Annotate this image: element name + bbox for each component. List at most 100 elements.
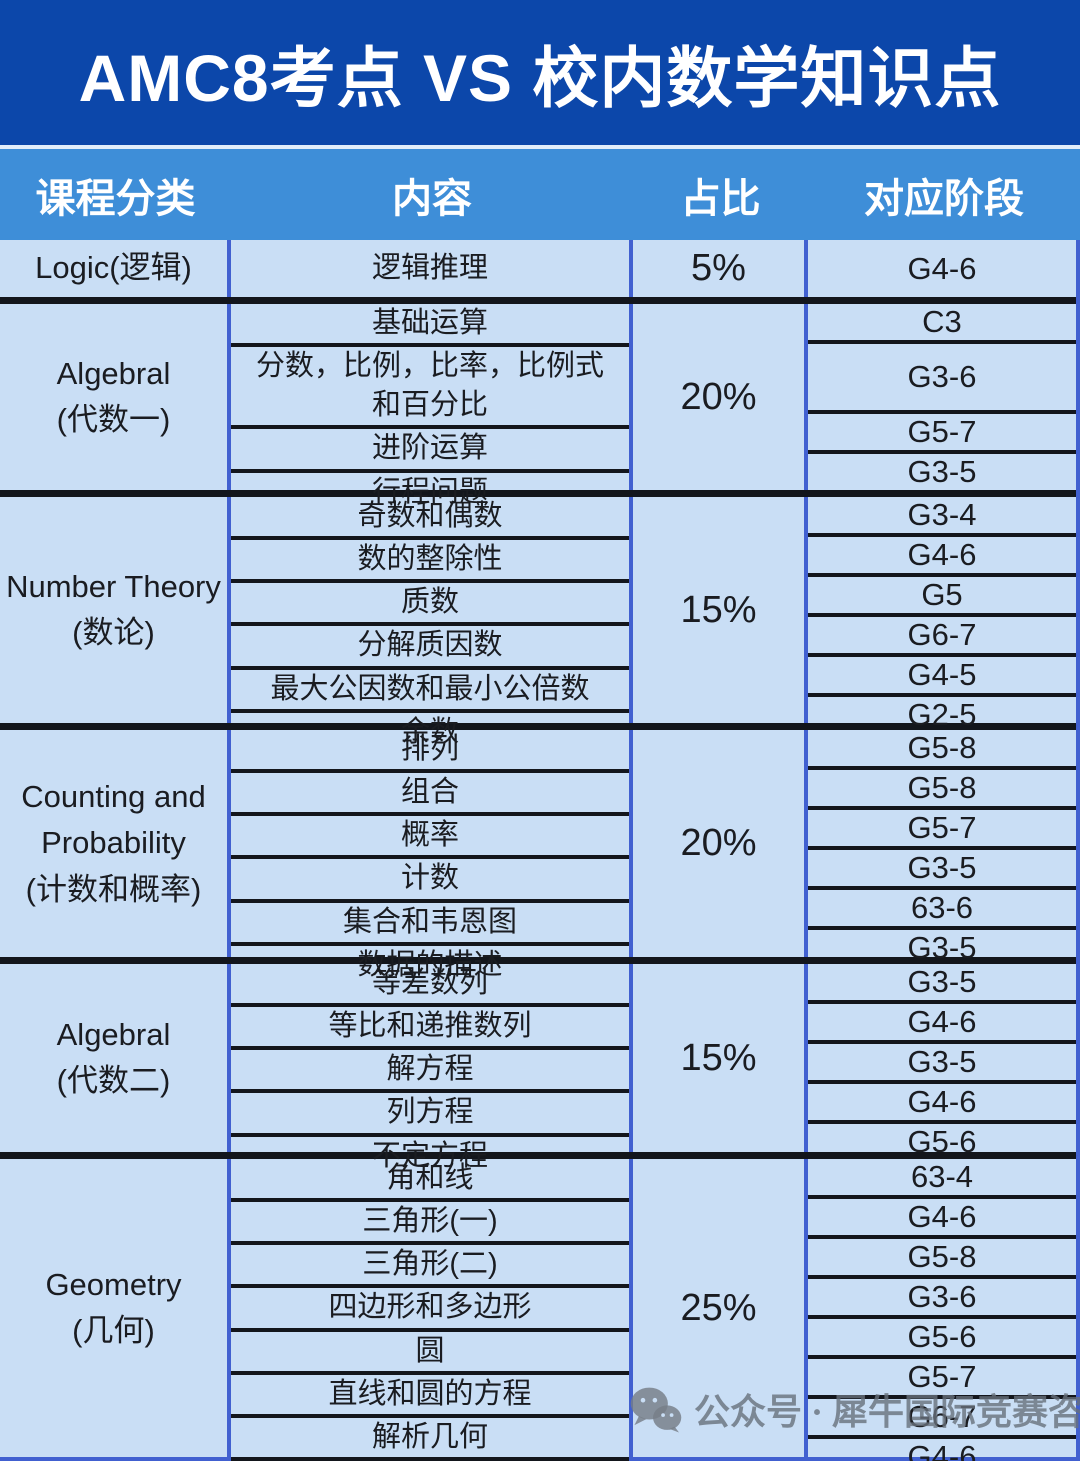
grade-cell: G5 [808,573,1076,613]
grade-cell: G2-5 [808,693,1076,733]
topic-cell: 等比和递推数列 [231,1003,629,1046]
grades-column: 63-4 G4-6 G5-8 G3-6 G5-6 G5-7 G6-7 G4-6 [808,1159,1076,1461]
grade-cell: G6-7 [808,1395,1076,1435]
grades-column: G3-5 G4-6 G3-5 G4-6 G5-6 [808,964,1076,1159]
category-cell: Geometry (几何) [0,1159,231,1457]
topic-cell: 列方程 [231,1089,629,1132]
topic-cell: 不定方程 [231,1132,629,1176]
topic-cell: 圆 [231,1327,629,1371]
section-geometry: Geometry (几何) 角和线 三角形(一) 三角形(二) 四边形和多边形 … [0,1152,1076,1461]
topic-cell: 基础运算 [371,307,488,339]
grade-cell: G5-7 [808,806,1076,846]
grade-cell: G3-5 [808,846,1076,886]
grade-cell: G5-8 [907,730,977,765]
category-cell: Algebral (代数二) [0,964,231,1152]
page-title: AMC8考点 VS 校内数学知识点 [0,0,1080,145]
topic-cell: 计数 [231,855,629,898]
category-line: Counting and [21,778,206,814]
grade-cell: G5-7 [808,1355,1076,1395]
grade-cell: G3-5 [808,450,1076,490]
grade-cell: 63-6 [808,886,1076,926]
percent-cell: 20% [633,304,808,490]
grade-cell: G4-6 [808,1080,1076,1120]
category-cell: Algebral (代数一) [0,304,231,490]
grade-cell: G3-4 [907,497,977,532]
section-number-theory: Number Theory (数论) 奇数和偶数 数的整除性 质数 分解质因数 … [0,490,1076,748]
topic-cell: 组合 [231,769,629,812]
category-line: Geometry [45,1266,182,1302]
category-line: Algebral [56,355,171,391]
topics-column: 奇数和偶数 数的整除性 质数 分解质因数 最大公因数和最小公倍数 余数 [231,497,633,748]
percent-cell: 20% [633,730,808,957]
watermark: 公众号 · 犀牛国际竞赛咨询 [630,1383,1080,1435]
section-logic: Logic(逻辑) 逻辑推理 5% G4-6 [0,240,1076,297]
grade-cell: G4-6 [808,533,1076,573]
topic-cell: 排列 [400,733,459,765]
topic-cell: 四边形和多边形 [231,1284,629,1327]
header-content: 内容 [392,176,472,221]
grade-cell: G5-6 [808,1315,1076,1355]
topic-cell: 逻辑推理 [371,251,488,284]
grade-cell: C3 [922,304,962,339]
topic-cell: 解析几何 [231,1413,629,1457]
grade-cell: G5-8 [808,766,1076,806]
topic-cell: 解方程 [231,1046,629,1089]
topic-cell: 分解质因数 [231,622,629,665]
topic-cell: 立体几何 [231,1456,629,1461]
grade-cell: G3-6 [808,340,1076,410]
topics-column: 等差数列 等比和递推数列 解方程 列方程 不定方程 [231,964,633,1172]
percent-cell: 25% [633,1159,808,1457]
header-category: 课程分类 [35,176,196,221]
category-line: Probability [41,825,186,861]
topic-cell: 数的整除性 [231,536,629,579]
topic-cell: 角和线 [386,1162,474,1194]
topic-cell: 质数 [231,579,629,622]
grade-cell: G3-5 [808,1040,1076,1080]
percent-cell: 15% [633,497,808,723]
category-line: (几何) [72,1313,155,1348]
topic-cell: 余数 [231,708,629,752]
topics-column: 逻辑推理 [231,240,633,297]
topics-column: 排列 组合 概率 计数 集合和韦恩图 数据的描述 [231,730,633,981]
grade-cell: G4-6 [808,1000,1076,1040]
grade-cell: G4-6 [907,250,977,286]
percent-cell: 15% [633,964,808,1152]
title-separator [0,145,1080,149]
topics-column: 角和线 三角形(一) 三角形(二) 四边形和多边形 圆 直线和圆的方程 解析几何… [231,1159,633,1461]
topic-cell: 概率 [231,812,629,855]
topic-cell: 等差数列 [371,967,488,999]
category-cell: Logic(逻辑) [0,240,231,297]
topic-cell: 行程问题 [231,468,629,512]
section-algebra-1: Algebral (代数一) 基础运算 分数，比例，比率，比例式和百分比 进阶运… [0,297,1076,508]
topic-cell: 数据的描述 [231,941,629,985]
grade-cell: G5-7 [808,410,1076,450]
topic-cell: 分数，比例，比率，比例式和百分比 [231,343,629,425]
table-header-row: 课程分类 内容 占比 对应阶段 [0,149,1080,240]
topic-cell: 进阶运算 [231,425,629,468]
topics-column: 基础运算 分数，比例，比率，比例式和百分比 进阶运算 行程问题 [231,304,633,508]
grade-cell: G4-6 [808,1435,1076,1461]
table-body: Logic(逻辑) 逻辑推理 5% G4-6 Algebral (代数一) 基础… [0,240,1080,1461]
topic-cell: 奇数和偶数 [357,500,503,532]
grade-cell: G6-7 [808,613,1076,653]
header-stage: 对应阶段 [864,176,1024,221]
topic-cell: 三角形(一) [231,1198,629,1241]
category-line: (代数一) [56,402,171,437]
topic-cell: 三角形(二) [231,1241,629,1284]
grade-cell: G3-5 [907,964,977,999]
topic-cell: 最大公因数和最小公倍数 [231,665,629,709]
category-line: Algebral [56,1016,171,1052]
grades-column: G3-4 G4-6 G5 G6-7 G4-5 G2-5 [808,497,1076,732]
watermark-text: 公众号 · 犀牛国际竞赛咨询 [694,1392,1080,1432]
grade-cell: G5-8 [808,1235,1076,1275]
grade-cell: 63-4 [910,1159,974,1194]
grades-column: C3 G3-6 G5-7 G3-5 [808,304,1076,490]
grade-cell: G3-5 [808,926,1076,966]
topic-cell: 集合和韦恩图 [231,898,629,942]
wechat-icon [630,1387,682,1433]
category-line: Logic(逻辑) [35,250,192,286]
grade-cell: G4-5 [808,653,1076,693]
category-cell: Number Theory (数论) [0,497,231,723]
section-counting-probability: Counting and Probability (计数和概率) 排列 组合 概… [0,723,1076,981]
